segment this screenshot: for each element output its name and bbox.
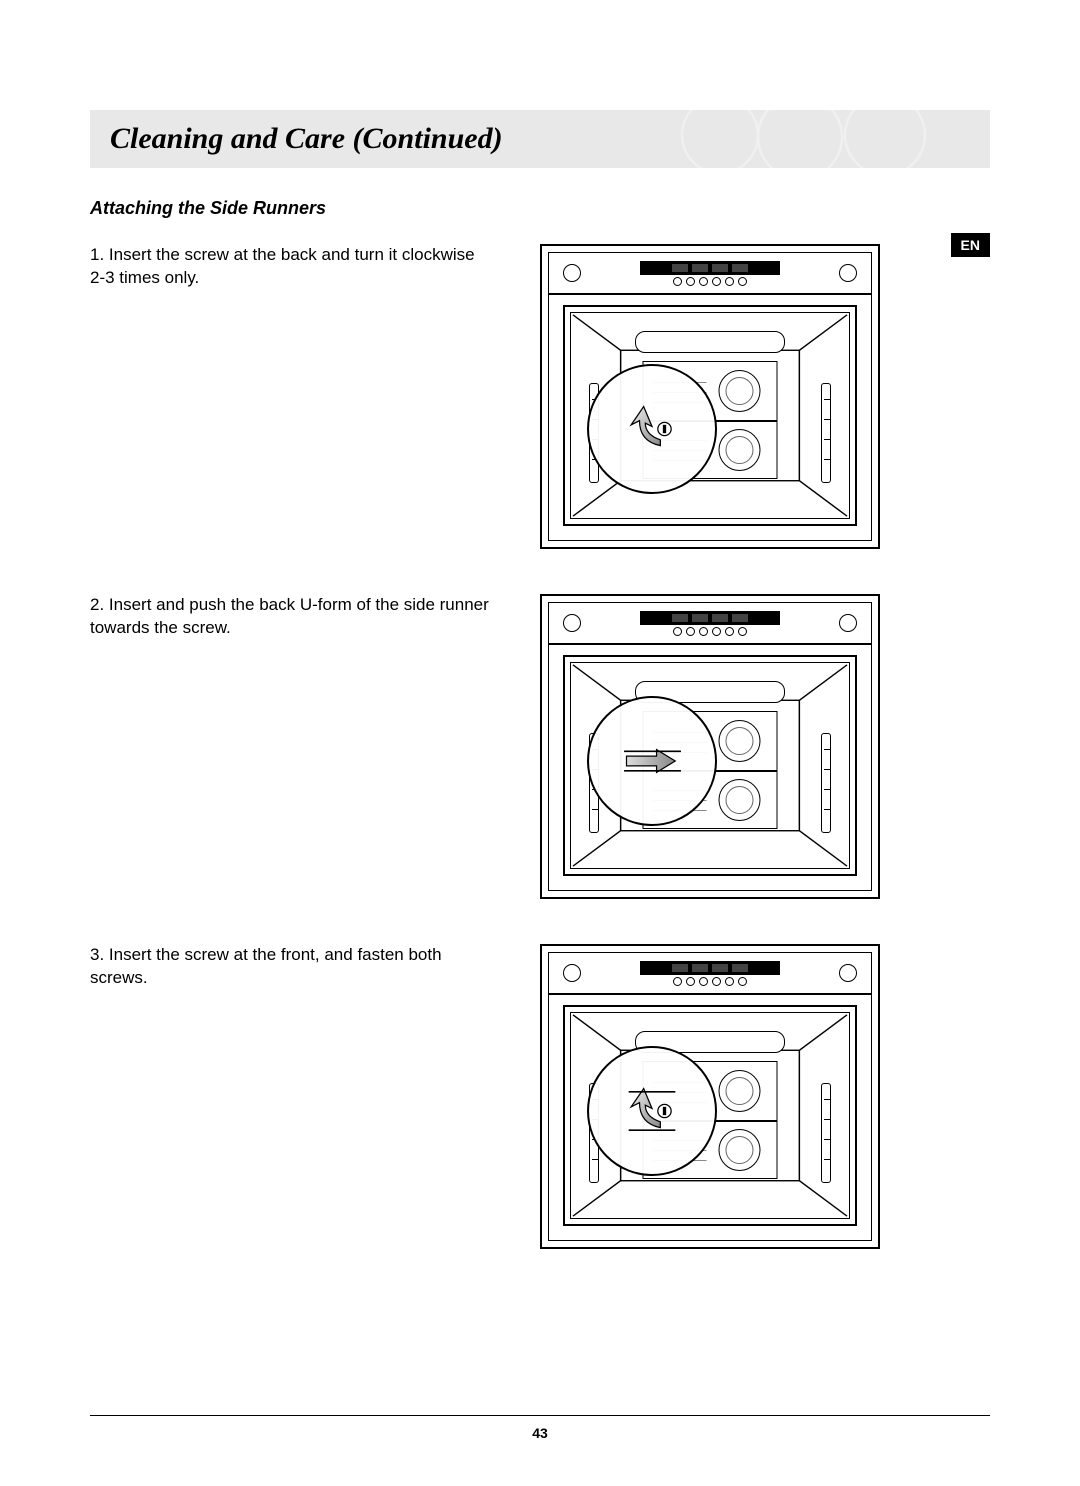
step-text: 3. Insert the screw at the front, and fa… <box>90 944 510 990</box>
lcd-display <box>640 611 780 625</box>
dial-icon <box>563 614 581 632</box>
rotate-arrow-icon <box>627 1081 677 1141</box>
step-number: 2. <box>90 595 104 614</box>
oven-cavity <box>563 305 857 526</box>
oven-cavity <box>563 655 857 876</box>
dial-icon <box>839 264 857 282</box>
title-bar: Cleaning and Care (Continued) <box>90 110 990 168</box>
magnifier-detail <box>587 696 717 826</box>
oven-control-panel <box>549 253 871 295</box>
lcd-display <box>640 261 780 275</box>
step-number: 3. <box>90 945 104 964</box>
oven-control-panel <box>549 953 871 995</box>
step-row: 2. Insert and push the back U-form of th… <box>90 594 990 899</box>
page-number: 43 <box>0 1425 1080 1441</box>
magnifier-detail <box>587 364 717 494</box>
step-text: 1. Insert the screw at the back and turn… <box>90 244 510 290</box>
oven-control-panel <box>549 603 871 645</box>
push-arrow-icon <box>620 743 685 779</box>
dial-icon <box>839 964 857 982</box>
step-body: Insert the screw at the front, and faste… <box>90 945 442 987</box>
page-title: Cleaning and Care (Continued) <box>110 122 503 156</box>
magnifier-detail <box>587 1046 717 1176</box>
lcd-display <box>640 961 780 975</box>
rotate-arrow-icon <box>627 399 677 459</box>
side-rail <box>821 1083 831 1183</box>
heating-element <box>635 331 785 353</box>
step-body: Insert the screw at the back and turn it… <box>90 245 475 287</box>
oven-figure <box>540 944 880 1249</box>
decorative-circles <box>680 105 930 173</box>
dial-icon <box>563 964 581 982</box>
step-row: 1. Insert the screw at the back and turn… <box>90 244 990 549</box>
oven-figure <box>540 594 880 899</box>
dial-icon <box>839 614 857 632</box>
step-body: Insert and push the back U-form of the s… <box>90 595 489 637</box>
side-rail <box>821 733 831 833</box>
step-text: 2. Insert and push the back U-form of th… <box>90 594 510 640</box>
section-heading: Attaching the Side Runners <box>90 198 990 219</box>
side-rail <box>821 383 831 483</box>
language-badge: EN <box>951 233 990 257</box>
dial-icon <box>563 264 581 282</box>
footer-rule <box>90 1415 990 1416</box>
step-number: 1. <box>90 245 104 264</box>
oven-figure <box>540 244 880 549</box>
oven-cavity <box>563 1005 857 1226</box>
step-row: 3. Insert the screw at the front, and fa… <box>90 944 990 1249</box>
content-area: EN Attaching the Side Runners 1. Insert … <box>90 198 990 1249</box>
